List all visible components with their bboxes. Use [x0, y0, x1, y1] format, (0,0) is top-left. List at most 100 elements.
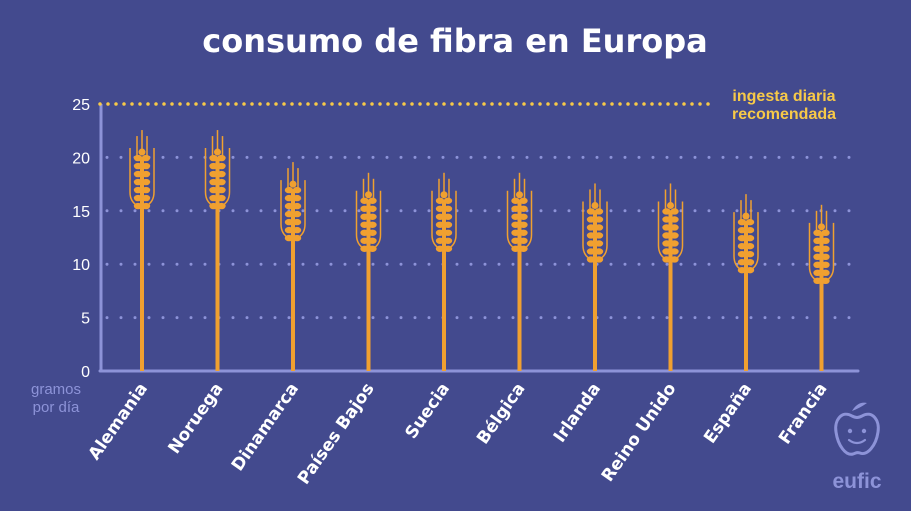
bar-top-point [667, 201, 674, 209]
grain [662, 216, 671, 223]
grain [594, 208, 604, 215]
grain [133, 162, 143, 170]
grain [519, 205, 528, 212]
grain [662, 208, 671, 215]
grain [360, 205, 369, 212]
grain [511, 229, 520, 236]
grain [284, 210, 294, 218]
category-label: Alemania [85, 379, 152, 463]
grain [368, 213, 377, 220]
grain [133, 186, 143, 194]
grain [292, 210, 302, 218]
category-label: España [700, 379, 756, 447]
grain [813, 237, 822, 245]
grain [133, 154, 143, 162]
grid-layer [105, 155, 860, 320]
grain [737, 226, 747, 234]
wheat-bar [582, 183, 608, 371]
grain [737, 266, 747, 274]
grain [586, 232, 596, 239]
y-axis-label-line-1: gramos [31, 381, 81, 398]
grain [586, 216, 596, 223]
grain [821, 253, 830, 261]
grain [745, 234, 755, 242]
grain [133, 202, 143, 210]
y-tick-label: 0 [81, 364, 90, 381]
grain [511, 213, 520, 220]
grain [368, 245, 377, 252]
category-label: Suecia [401, 379, 454, 442]
grain [435, 205, 445, 212]
grain [141, 194, 151, 202]
grain [368, 229, 377, 236]
category-label: Francia [775, 379, 831, 448]
grain [670, 216, 679, 223]
grain [519, 221, 528, 228]
grain [519, 197, 528, 204]
grain [292, 218, 302, 226]
grain [284, 194, 294, 202]
grain [662, 248, 671, 255]
grain [209, 186, 218, 194]
grain [745, 218, 755, 226]
grain [284, 234, 294, 242]
grain [360, 229, 369, 236]
bar-top-point [138, 148, 146, 156]
grain [511, 237, 520, 244]
y-tick-label: 20 [72, 150, 90, 167]
wheat-bar [808, 204, 835, 371]
grain [360, 237, 369, 244]
grain [217, 170, 226, 178]
grain [813, 277, 822, 285]
brand-name: eufic [832, 470, 881, 493]
grain [435, 237, 445, 244]
grain [821, 229, 830, 237]
wheat-bar [129, 130, 155, 371]
grain [594, 248, 604, 255]
grain [217, 178, 226, 186]
wheat-bar [204, 130, 231, 371]
category-label: Irlanda [550, 379, 605, 446]
grain [745, 226, 755, 234]
grain [209, 202, 218, 210]
grain [435, 221, 445, 228]
bar-layer [129, 130, 835, 371]
grain [670, 240, 679, 247]
wheat-bar [657, 183, 684, 371]
grain [443, 237, 453, 244]
bar-top-point [289, 180, 297, 188]
grain [292, 202, 302, 210]
grain [519, 229, 528, 236]
grain [594, 256, 604, 263]
grain [519, 237, 528, 244]
bar-top-point [440, 191, 448, 199]
reference-label-line-2: recomendada [732, 106, 836, 123]
grain [209, 194, 218, 202]
eufic-logo: eufic [832, 402, 882, 493]
axis-layer: 0 5 10 15 20 25 [72, 97, 860, 381]
y-axis-label: gramos por día [31, 381, 81, 416]
wheat-bar [280, 162, 306, 371]
y-axis-label-line-2: por día [33, 399, 80, 416]
grain [519, 213, 528, 220]
reference-layer: ingesta diaria recomendada [98, 88, 836, 123]
grain [737, 218, 747, 226]
grain [586, 208, 596, 215]
grain [670, 208, 679, 215]
bar-top-point [591, 201, 599, 209]
bar-top-point [818, 223, 825, 231]
grain [813, 229, 822, 237]
chart-title: consumo de fibra en Europa [202, 22, 707, 60]
wheat-bar [506, 172, 533, 371]
grain [662, 224, 671, 231]
grain [594, 232, 604, 239]
grain [821, 245, 830, 253]
grain [670, 232, 679, 239]
grain [443, 229, 453, 236]
grain [360, 245, 369, 252]
grain [360, 197, 369, 204]
grain [368, 197, 377, 204]
grain [662, 240, 671, 247]
